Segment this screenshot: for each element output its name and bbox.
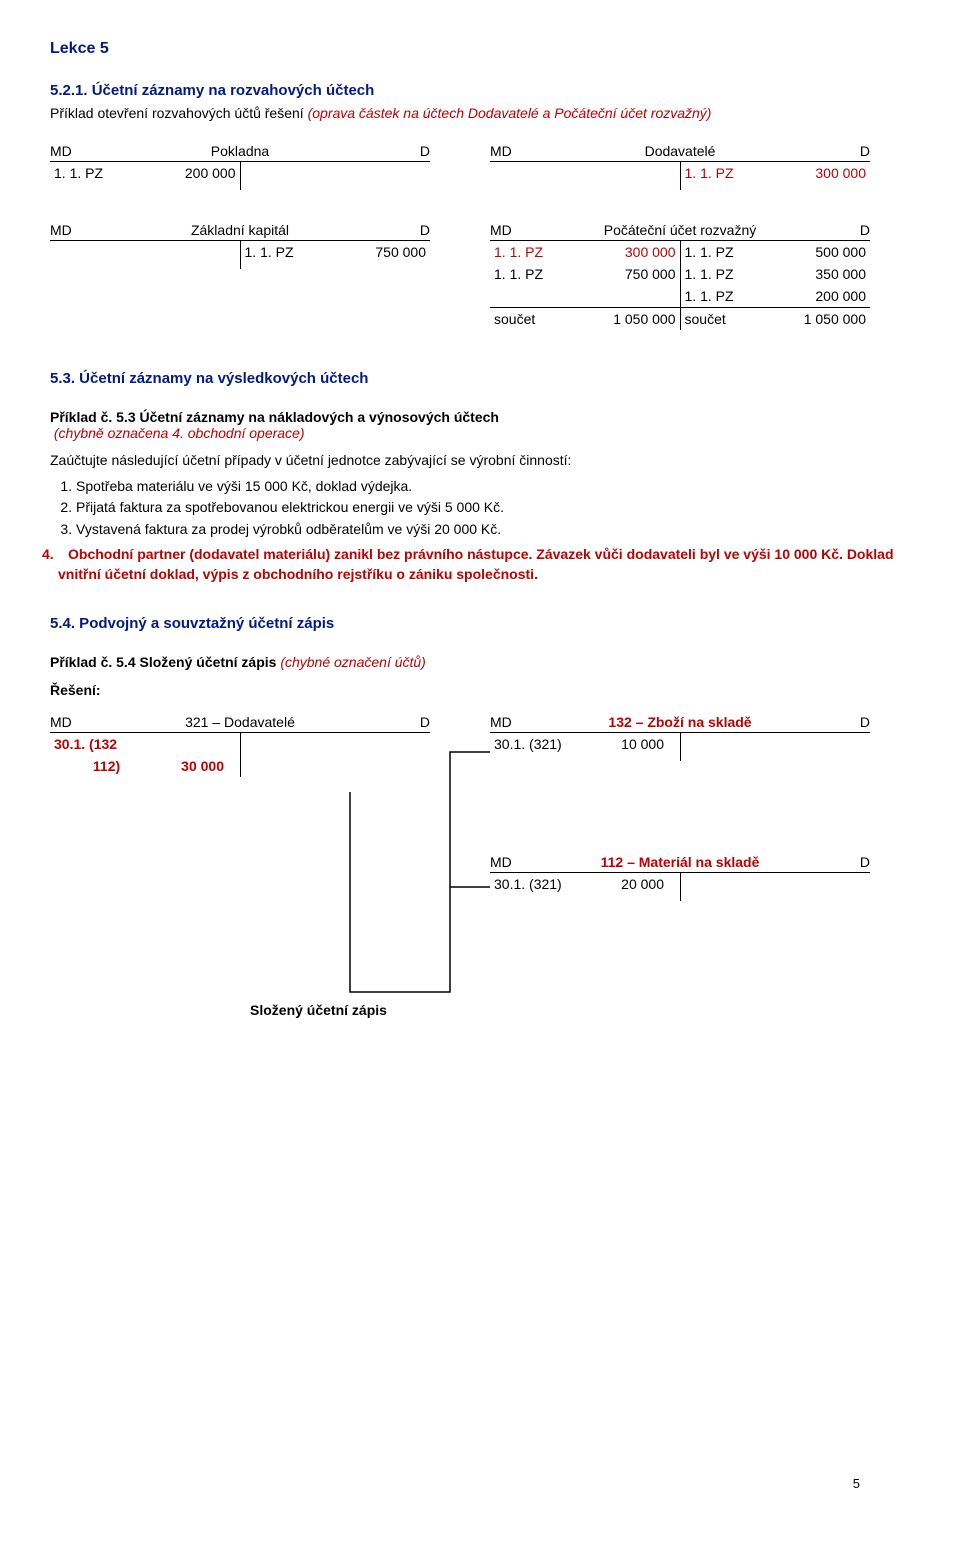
entry-val: 30 000 [154,758,224,774]
problem-54-title: Příklad č. 5.4 Složený účetní zápis (chy… [50,654,910,670]
sum-row: součet 1 050 000 součet 1 050 000 [490,307,870,330]
entry-label-l2: 112) [54,758,154,774]
intro-text: Zaúčtujte následující účetní případy v ú… [50,451,910,471]
entry-label-l1: 30.1. (132 [54,736,154,752]
section-521-subtitle: Příklad otevření rozvahových účtů řešení… [50,105,910,121]
d-label: D [390,714,430,730]
list-item: Přijatá faktura za spotřebovanou elektri… [76,498,910,518]
row-label: 1. 1. PZ [685,165,787,181]
row-label: 1. 1. PZ [245,244,347,260]
row-label: 1. 1. PZ [494,266,596,282]
row-label: 1. 1. PZ [494,244,596,260]
row-val: 350 000 [786,266,866,282]
row-val: 500 000 [786,244,866,260]
sum-label: součet [494,311,596,327]
taccount-row-1: MD Pokladna D 1. 1. PZ 200 000 MD Dodava… [50,141,910,190]
row-val: 750 000 [596,266,676,282]
taccount-diagram: MD 321 – Dodavatelé D 30.1. (132 112) 30… [50,712,910,1042]
section-53-body: Zaúčtujte následující účetní případy v ú… [50,451,910,585]
sum-label: součet [685,311,787,327]
table-row: 30.1. (132 [50,733,240,755]
d-label: D [830,143,870,159]
row-val: 300 000 [786,165,866,181]
row-label: 1. 1. PZ [54,165,156,181]
table-row: 1. 1. PZ 750 000 [490,263,680,285]
lekce-title: Lekce 5 [50,40,910,58]
d-label: D [830,222,870,238]
table-row: 1. 1. PZ 200 000 [681,285,871,307]
table-row: 1. 1. PZ 200 000 [50,162,240,184]
row-val: 200 000 [786,288,866,304]
taccount-321: MD 321 – Dodavatelé D 30.1. (132 112) 30… [50,712,430,777]
row-label: 1. 1. PZ [685,288,787,304]
table-row: 1. 1. PZ 750 000 [241,241,431,263]
section-53-title: 5.3. Účetní záznamy na výsledkových účte… [50,370,910,387]
row-val: 300 000 [596,244,676,260]
taccount-pokladna: MD Pokladna D 1. 1. PZ 200 000 [50,141,430,190]
account-title: Dodavatelé [530,143,830,159]
sum-val: 1 050 000 [786,311,866,327]
account-title: Počáteční účet rozvažný [530,222,830,238]
subtitle-plain: Příklad otevření rozvahových účtů řešení [50,105,308,121]
diagram-footer-label: Složený účetní zápis [250,1002,387,1018]
subtitle-red: (oprava částek na účtech Dodavatelé a Po… [308,105,712,121]
section-521-title: 5.2.1. Účetní záznamy na rozvahových účt… [50,82,910,99]
prob-red-wrap: (chybně označena 4. obchodní operace) [50,425,305,441]
item4-text: Obchodní partner (dodavatel materiálu) z… [58,546,894,582]
md-label: MD [490,222,530,238]
account-title: Pokladna [90,143,390,159]
row-label: 1. 1. PZ [685,266,787,282]
prob-plain: Příklad č. 5.4 Složený účetní zápis [50,654,280,670]
md-label: MD [490,714,530,730]
taccount-132: MD 132 – Zboží na skladě D 30.1. (321) 1… [490,712,870,761]
table-row: 1. 1. PZ 300 000 [490,241,680,263]
account-title: 112 – Materiál na skladě [530,854,830,870]
md-label: MD [50,222,90,238]
table-row: 1. 1. PZ 350 000 [681,263,871,285]
d-label: D [830,714,870,730]
table-row: 1. 1. PZ 300 000 [681,162,871,184]
d-label: D [830,854,870,870]
prob-plain: Příklad č. 5.3 Účetní záznamy na náklado… [50,409,499,425]
d-label: D [390,222,430,238]
d-label: D [390,143,430,159]
md-label: MD [50,143,90,159]
account-title: 132 – Zboží na skladě [530,714,830,730]
account-title: 321 – Dodavatelé [90,714,390,730]
account-title: Základní kapitál [90,222,390,238]
md-label: MD [490,143,530,159]
entry-val-blank [154,736,224,752]
taccount-dodavatele: MD Dodavatelé D 1. 1. PZ 300 000 [490,141,870,190]
taccount-row-2: MD Základní kapitál D 1. 1. PZ 750 000 M… [50,220,910,330]
problem-53-title: Příklad č. 5.3 Účetní záznamy na náklado… [50,409,910,441]
taccount-pur: MD Počáteční účet rozvažný D 1. 1. PZ 30… [490,220,870,330]
md-label: MD [50,714,90,730]
table-row: 1. 1. PZ 500 000 [681,241,871,263]
entry-label: 30.1. (321) [494,736,594,752]
list-item-4: 4.Obchodní partner (dodavatel materiálu)… [50,545,910,584]
entry-val: 20 000 [594,876,664,892]
table-row: 30.1. (321) 20 000 [490,873,680,895]
entry-val: 10 000 [594,736,664,752]
row-label: 1. 1. PZ [685,244,787,260]
item4-num: 4. [50,545,68,565]
row-val: 200 000 [156,165,236,181]
entry-label: 30.1. (321) [494,876,594,892]
prob-red: (chybně označena 4. obchodní operace) [54,425,305,441]
sum-val: 1 050 000 [596,311,676,327]
taccount-112: MD 112 – Materiál na skladě D 30.1. (321… [490,852,870,901]
prob-red: (chybné označení účtů) [280,654,426,670]
list-item: Vystavená faktura za prodej výrobků odbě… [76,520,910,540]
table-row: 30.1. (321) 10 000 [490,733,680,755]
taccount-zakladni-kapital: MD Základní kapitál D 1. 1. PZ 750 000 [50,220,430,330]
row-val: 750 000 [346,244,426,260]
md-label: MD [490,854,530,870]
reseni-label: Řešení: [50,682,910,698]
list-item: Spotřeba materiálu ve výši 15 000 Kč, do… [76,477,910,497]
section-54-title: 5.4. Podvojný a souvztažný účetní zápis [50,615,910,632]
page-number: 5 [853,1476,860,1491]
table-row: 112) 30 000 [50,755,240,777]
